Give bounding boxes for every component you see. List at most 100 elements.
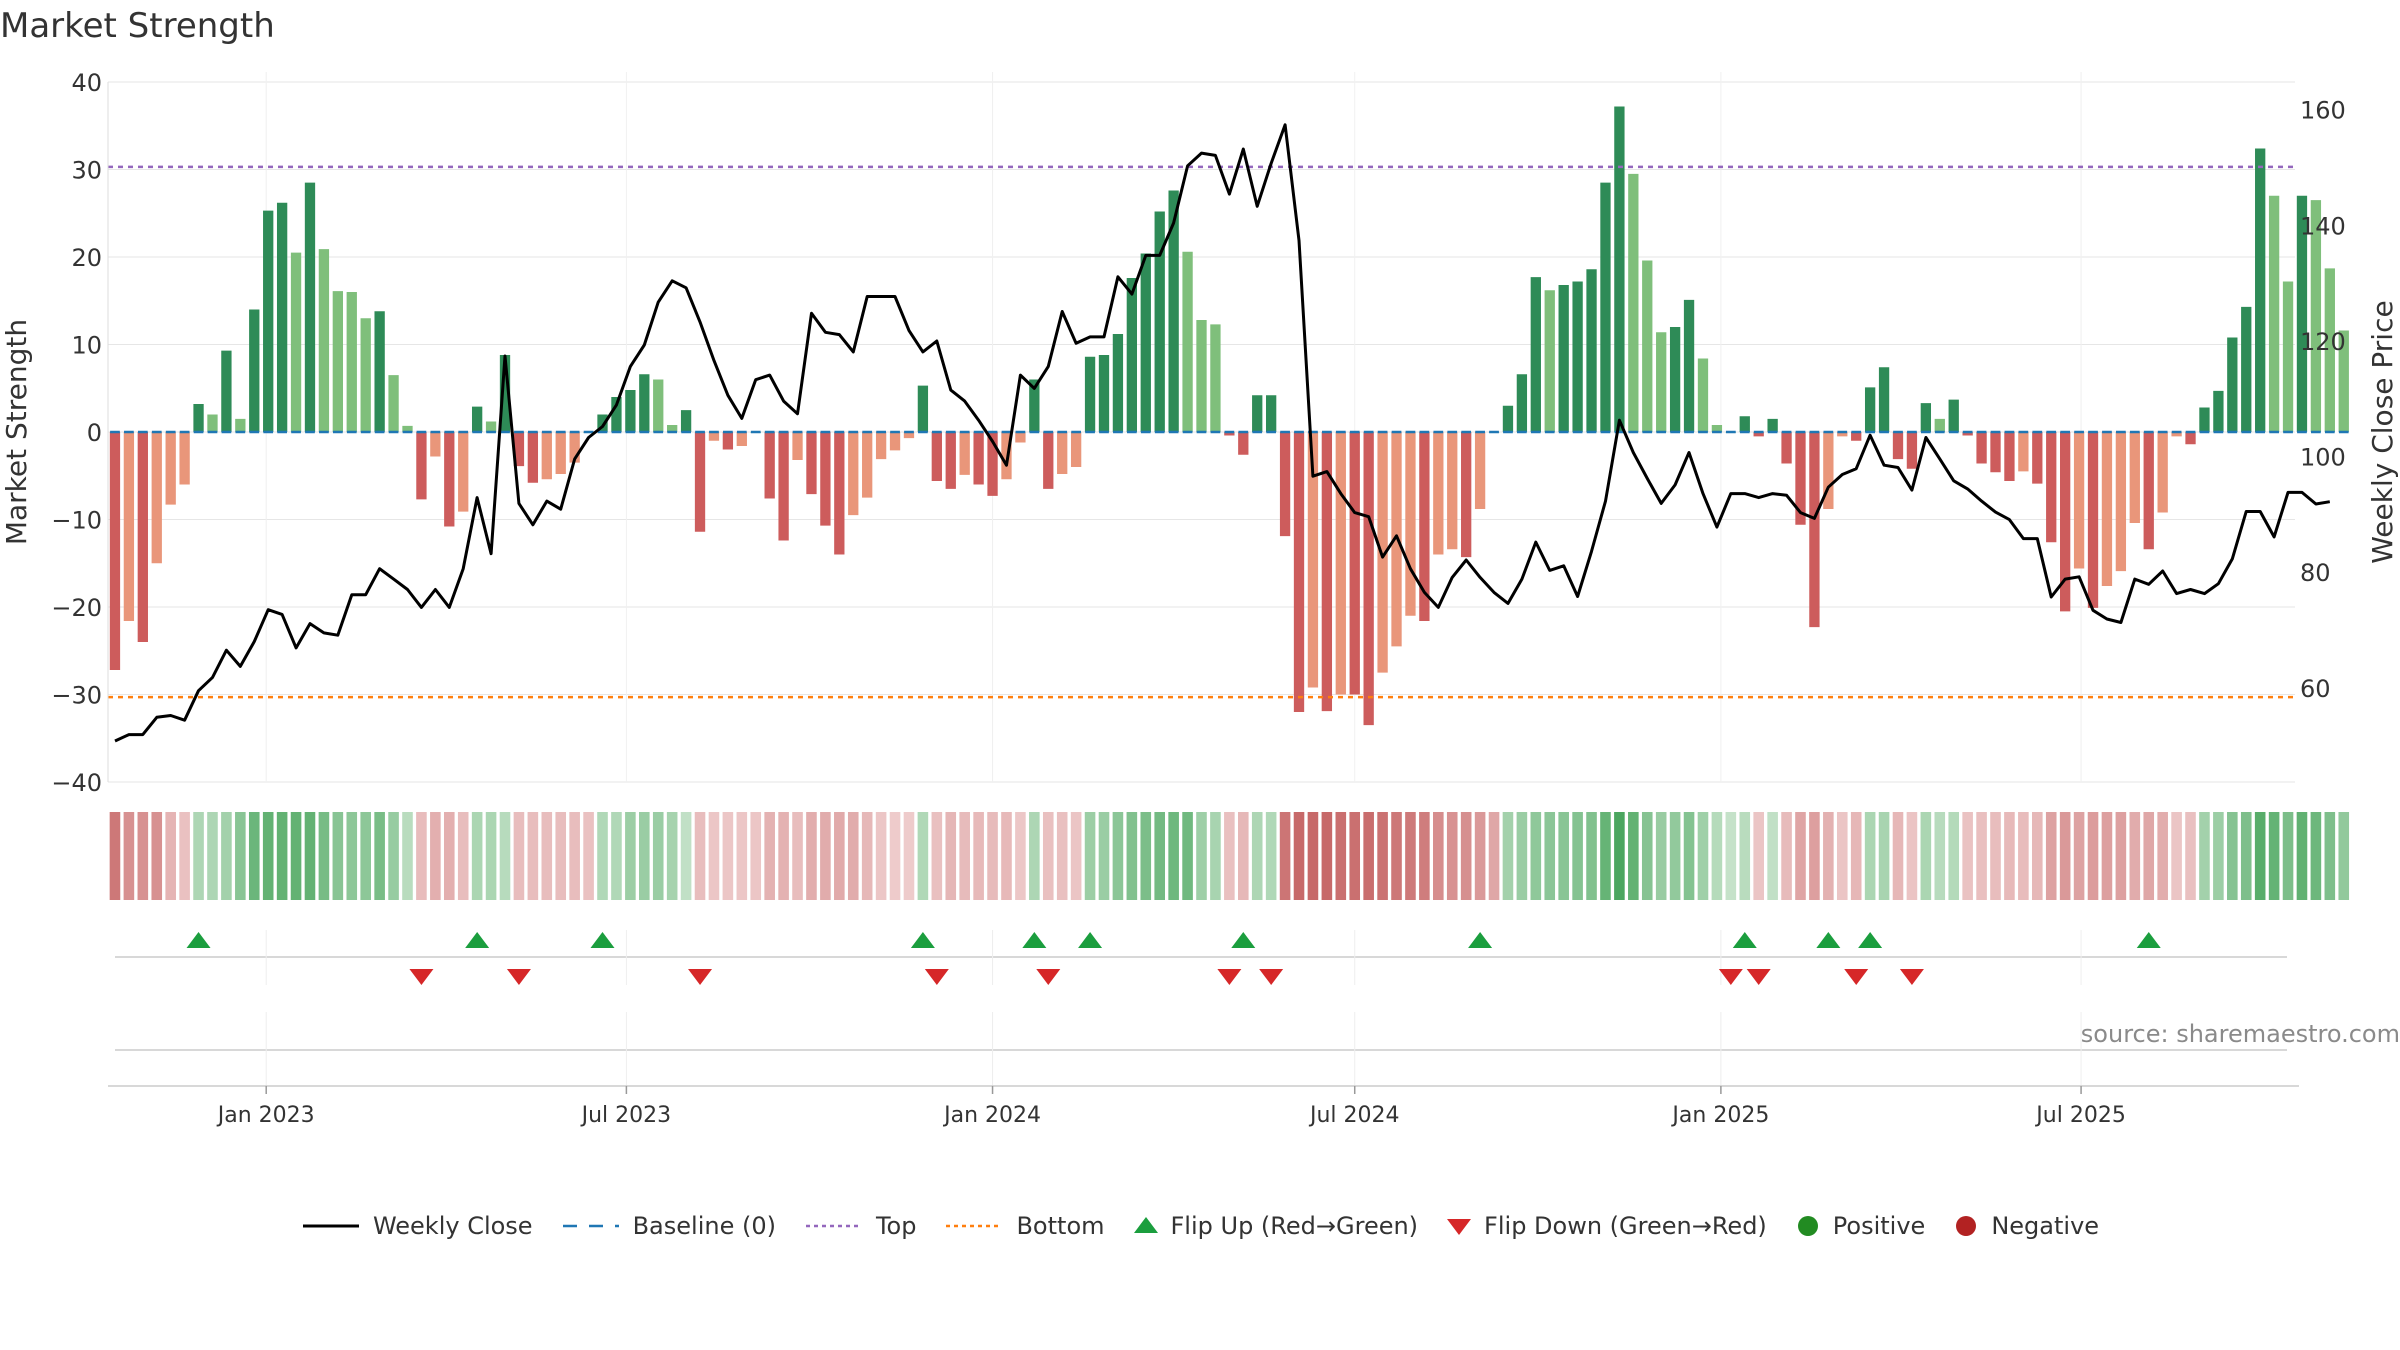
strip-cell	[109, 812, 121, 900]
strip-cell	[1140, 812, 1152, 900]
strength-bar	[1795, 432, 1806, 525]
y-tick-label: −20	[51, 594, 102, 622]
strip-cell	[555, 812, 567, 900]
x-axis: Jan 2023 Jul 2023 Jan 2024 Jul 2024 Jan 2025…	[108, 1012, 2299, 1128]
strength-bar	[722, 432, 734, 450]
strength-bar	[109, 432, 121, 670]
strength-bar	[1112, 334, 1124, 432]
y-tick-label: −30	[51, 682, 102, 710]
strength-bar	[1098, 355, 1110, 432]
strength-bar	[179, 432, 190, 485]
strip-cell	[666, 812, 678, 900]
strip-cell	[290, 812, 302, 900]
strength-bar	[653, 379, 664, 432]
chart-legend: Weekly Close Baseline (0) Top Bottom Flip Up…	[0, 1212, 2400, 1240]
strip-cell	[875, 812, 887, 900]
strength-bar	[1252, 395, 1263, 432]
strength-bar	[1739, 416, 1750, 432]
strength-bar	[1753, 432, 1764, 437]
strength-bar	[1084, 356, 1096, 432]
strip-cell	[764, 812, 775, 900]
weekly-close-layer	[114, 123, 2331, 743]
legend-label: Weekly Close	[372, 1212, 533, 1240]
strength-bar	[1614, 106, 1625, 432]
legend-item-positive: Positive	[1795, 1212, 1926, 1240]
strip-cell	[1224, 812, 1235, 900]
strip-cell	[1321, 812, 1333, 900]
legend-label: Positive	[1832, 1212, 1926, 1240]
axis-layer: −40 −30 −20 −10 0 10 20 30 40 60 80 100 120 140 160 Mar…	[0, 69, 2399, 797]
strength-bar	[945, 432, 956, 489]
strength-bar	[597, 414, 608, 432]
strip-cell	[1809, 812, 1820, 900]
strength-bar	[917, 385, 929, 432]
flip-down-marker	[1899, 969, 1924, 985]
strength-bar	[1683, 299, 1695, 432]
legend-item-flip-down: Flip Down (Green→Red)	[1446, 1212, 1767, 1240]
strip-cell	[1739, 812, 1751, 900]
strength-bar	[1293, 432, 1305, 712]
strip-cell	[820, 812, 831, 900]
strength-bar	[903, 432, 915, 439]
flip-up-marker	[465, 932, 490, 948]
y-tick-label: −10	[51, 507, 102, 535]
strip-cell	[2324, 812, 2336, 900]
strength-bar	[2101, 432, 2113, 586]
strip-cell	[1614, 812, 1625, 900]
strength-bar	[1711, 425, 1723, 432]
strip-cell	[1070, 812, 1082, 900]
strength-bar	[764, 432, 775, 499]
flip-down-marker	[409, 969, 434, 985]
strip-cell	[1976, 812, 1987, 900]
strength-bar	[792, 432, 803, 460]
strength-bar	[973, 432, 984, 485]
strip-cell	[1530, 812, 1542, 900]
strip-cell	[332, 812, 344, 900]
strip-cell	[193, 812, 204, 900]
strip-cell	[137, 812, 149, 900]
strength-bar	[2282, 281, 2294, 432]
strip-cell	[847, 812, 859, 900]
strip-cell	[1502, 812, 1514, 900]
strength-bar	[137, 432, 148, 642]
strength-bar	[1976, 432, 1987, 464]
strength-bar	[458, 432, 469, 512]
strength-bar	[639, 374, 650, 432]
strip-cell	[2185, 812, 2196, 900]
strength-bar	[2143, 432, 2154, 550]
strip-cell	[1628, 812, 1639, 900]
strength-bar	[2227, 337, 2238, 432]
flip-down-marker	[688, 969, 713, 985]
strength-bar	[1669, 327, 1681, 432]
strip-cell	[639, 812, 650, 900]
strength-bar	[2171, 432, 2182, 437]
strength-bar	[1990, 432, 2001, 473]
y2-tick-label: 100	[2300, 444, 2346, 472]
strength-bar	[1586, 269, 1597, 432]
y-tick-label: 30	[71, 157, 102, 185]
strength-bar	[2046, 432, 2057, 543]
strip-cell	[2227, 812, 2238, 900]
strip-cell	[165, 812, 176, 900]
strength-bar	[249, 309, 260, 432]
baseline-legend-icon	[562, 1224, 619, 1228]
strip-cell	[2240, 812, 2252, 900]
strength-bar	[471, 406, 483, 432]
strength-bar	[1600, 182, 1611, 432]
y-tick-label: 10	[71, 332, 102, 360]
x-tick-label: Jul 2023	[580, 1103, 672, 1128]
strip-cell	[736, 812, 748, 900]
legend-item-top: Top	[804, 1212, 916, 1240]
strength-bar	[1349, 432, 1360, 695]
strip-cell	[1196, 812, 1207, 900]
strip-cell	[792, 812, 803, 900]
strip-cell	[1600, 812, 1611, 900]
strip-cell	[513, 812, 525, 900]
strip-cell	[1042, 812, 1054, 900]
strength-bar	[304, 182, 316, 432]
strength-bar	[1697, 358, 1709, 432]
strip-cell	[1015, 812, 1026, 900]
strength-bar	[778, 432, 789, 541]
y2-tick-label: 160	[2300, 97, 2346, 125]
